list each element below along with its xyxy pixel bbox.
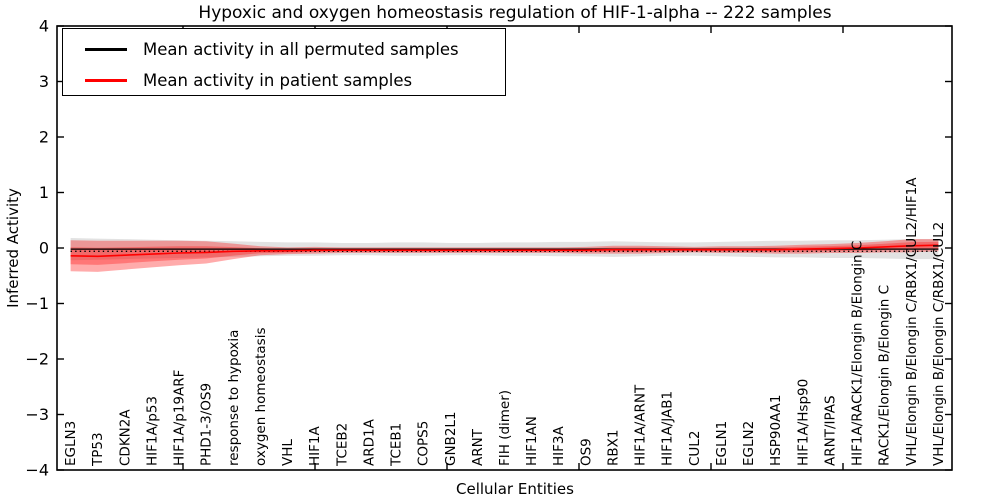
- patient-mean-line: [70, 244, 939, 258]
- x-category-label: oxygen homeostasis: [253, 328, 269, 467]
- legend-label-patient: Mean activity in patient samples: [143, 71, 413, 90]
- y-tick-label: 0: [39, 239, 49, 258]
- x-category-label: PHD1-3/OS9: [199, 383, 215, 466]
- x-category-label: HIF1AN: [524, 416, 540, 466]
- x-category-label: ARNT: [470, 428, 486, 466]
- x-category-label: CDKN2A: [117, 409, 133, 466]
- x-category-label: HIF1A/ARNT: [633, 384, 649, 466]
- x-category-label: COPS5: [416, 421, 432, 466]
- legend-item-permuted: Mean activity in all permuted samples: [85, 34, 505, 65]
- y-tick-label: −4: [25, 461, 49, 480]
- y-tick-label: 4: [39, 17, 49, 36]
- permuted-line-swatch: [85, 48, 127, 51]
- x-category-label: GNB2L1: [443, 411, 459, 466]
- y-tick-label: −1: [25, 294, 49, 313]
- x-category-label: HIF3A: [551, 426, 567, 466]
- x-category-label: EGLN3: [63, 421, 79, 466]
- x-category-label: ARD1A: [361, 418, 377, 466]
- x-axis-label: Cellular Entities: [456, 480, 574, 498]
- legend-label-permuted: Mean activity in all permuted samples: [143, 40, 459, 59]
- y-tick-label: −3: [25, 405, 49, 424]
- x-category-label: ARNT/IPAS: [823, 395, 839, 466]
- x-category-label: EGLN1: [714, 421, 730, 466]
- x-category-label: HIF1A/Hsp90: [795, 379, 811, 466]
- x-category-label: FIH (dimer): [497, 390, 513, 466]
- patient-band-inner: [70, 241, 939, 265]
- x-category-label: HIF1A/p53: [144, 396, 160, 466]
- patient-band: [70, 239, 939, 272]
- x-category-label: CUL2: [687, 431, 703, 466]
- x-category-label: RACK1/Elongin B/Elongin C: [877, 285, 893, 466]
- x-category-label: RBX1: [606, 430, 622, 466]
- x-category-label: VHL/Elongin B/Elongin C/RBX1/CUL2: [931, 222, 947, 466]
- x-category-label: TCEB1: [389, 423, 405, 467]
- x-category-label: HIF1A/JAB1: [660, 391, 676, 466]
- y-tick-label: 2: [39, 128, 49, 147]
- y-tick-label: −2: [25, 350, 49, 369]
- x-category-label: VHL/Elongin B/Elongin C/RBX1/CUL2/HIF1A: [904, 177, 920, 466]
- x-category-label: response to hypoxia: [226, 330, 242, 466]
- x-category-label: VHL: [280, 439, 296, 466]
- legend: Mean activity in all permuted samples Me…: [62, 28, 506, 96]
- x-category-label: HIF1A: [307, 426, 323, 466]
- x-category-label: EGLN2: [741, 421, 757, 466]
- x-category-label: TP53: [90, 432, 106, 467]
- x-category-label: OS9: [578, 438, 594, 466]
- x-category-label: HSP90AA1: [768, 395, 784, 466]
- chart-title: Hypoxic and oxygen homeostasis regulatio…: [198, 3, 832, 23]
- patient-line-swatch: [85, 79, 127, 82]
- y-tick-label: 1: [39, 183, 49, 202]
- y-axis-label: Inferred Activity: [4, 188, 22, 308]
- x-category-label: HIF1A/p19ARF: [172, 370, 188, 466]
- x-category-label: TCEB2: [334, 423, 350, 467]
- y-tick-label: 3: [39, 72, 49, 91]
- legend-item-patient: Mean activity in patient samples: [85, 65, 505, 96]
- x-category-label: HIF1A/RACK1/Elongin B/Elongin C: [850, 241, 866, 466]
